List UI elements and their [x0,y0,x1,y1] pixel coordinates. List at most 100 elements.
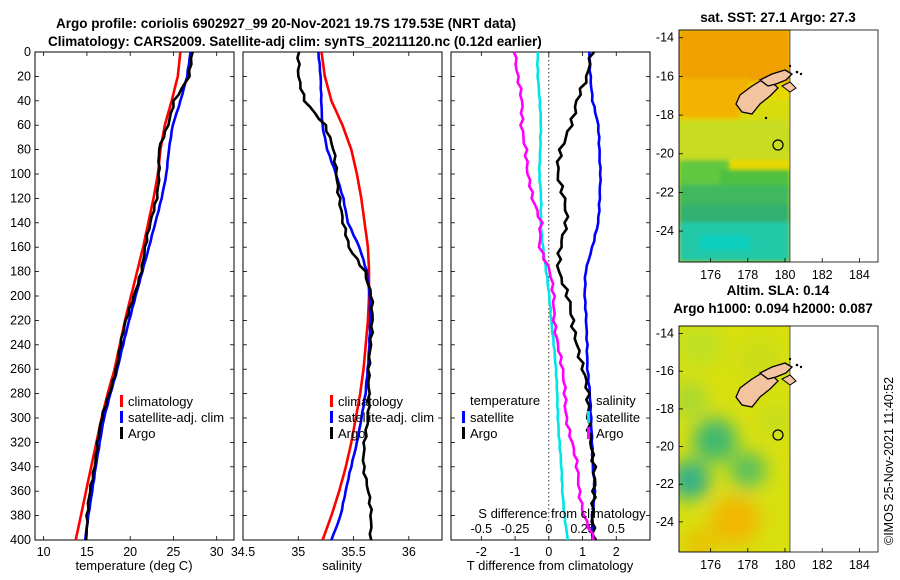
y-tick-label: 280 [10,387,31,401]
legend-swatch-satellite-s [587,411,590,423]
legend-climatology: climatology [338,394,404,409]
legend-swatch-climatology [330,395,333,407]
x-tick-label: 10 [37,545,51,559]
map-lat-label: -14 [656,31,674,45]
y-tick-label: 180 [10,265,31,279]
map-lat-label: -24 [656,224,674,238]
map-lon-label: 178 [737,558,758,572]
salinity-legend: climatology satellite-adj. clim Argo [330,394,434,441]
sla-field [679,326,790,552]
salinity-xlabel: salinity [322,558,362,573]
map-lon-label: 180 [775,268,796,282]
sst-field [679,30,790,262]
y-tick-label: 360 [10,484,31,498]
map-lon-label: 182 [812,268,833,282]
y-tick-label: 240 [10,338,31,352]
x-tick-label: 34.5 [231,545,255,559]
y-tick-label: 60 [17,118,31,132]
legend-swatch-satellite [462,411,465,423]
map-lat-label: -16 [656,69,674,83]
x-tick-label: 30 [210,545,224,559]
main-title-line2: Climatology: CARS2009. Satellite-adj cli… [48,34,542,49]
y-tick-label: 140 [10,216,31,230]
legend-argo: Argo [128,426,155,441]
salinity-axes-box [242,51,443,541]
map-axes-box [678,29,879,263]
legend-satellite: satellite-adj. clim [338,410,434,425]
t-difference-xlabel: T difference from climatology [467,558,634,573]
legend-satellite-s: satellite [596,410,640,425]
argo-position-marker [772,139,784,151]
map-axes-box [678,325,879,553]
y-tick-label: 40 [17,94,31,108]
legend-swatch-argo-s [587,427,590,439]
x-tick-label: 35 [291,545,305,559]
sla-map-title-line1: Altim. SLA: 0.14 [727,283,830,298]
map-lat-label: -20 [656,440,674,454]
y-tick-label: 340 [10,460,31,474]
y-tick-label: 80 [17,143,31,157]
map-lat-label: -18 [656,402,674,416]
s-difference-xlabel: S difference from climatology [478,506,646,521]
argo-position-marker [772,429,784,441]
series-line-t-argo [555,51,598,541]
difference-panel: -2 -1 0 1 2-0.5 -0.25 0 0.25 0.5 temperature sat… [450,51,651,573]
x2-tick-label: 0.5 [608,522,625,536]
series-line-s-argo [512,51,595,541]
legend-swatch-argo [462,427,465,439]
x-tick-label: 35.5 [341,545,365,559]
map-lon-label: 176 [700,268,721,282]
y-tick-label: 200 [10,289,31,303]
sla-map: Altim. SLA: 0.14 Argo h1000: 0.094 h2000… [656,283,879,572]
map-lon-label: 184 [849,558,870,572]
x-tick-label: 15 [80,545,94,559]
y-tick-label: 120 [10,191,31,205]
sst-map: sat. SST: 27.1 Argo: 27.3 [656,10,879,282]
legend-argo: Argo [470,426,497,441]
map-lon-label: 178 [737,268,758,282]
series-line-argo [84,51,194,541]
map-lat-label: -22 [656,185,674,199]
main-title-line1: Argo profile: coriolis 6902927_99 20-Nov… [56,16,516,31]
sst-map-title: sat. SST: 27.1 Argo: 27.3 [700,10,856,25]
y-tick-label: 260 [10,362,31,376]
temperature-xlabel: temperature (deg C) [75,558,192,573]
fiji-islands [735,64,803,120]
y-tick-label: 300 [10,411,31,425]
legend-satellite: satellite [470,410,514,425]
y-tick-label: 400 [10,533,31,547]
map-lat-label: -24 [656,515,674,529]
map-lat-label: -20 [656,147,674,161]
map-lon-label: 184 [849,268,870,282]
legend-swatch-argo [330,427,333,439]
x2-tick-label: -0.25 [501,522,530,536]
temperature-panel: 0 20 40 60 80 100 120 140 160 180 200 220 240 260 280 3… [10,45,235,573]
map-lon-label: 176 [700,558,721,572]
legend-swatch-satellite [120,411,123,423]
legend-swatch-climatology [120,395,123,407]
x-tick-label: 0 [545,545,552,559]
y-tick-label: 160 [10,240,31,254]
x-tick-label: 25 [166,545,180,559]
map-lon-label: 182 [812,558,833,572]
x2-tick-label: -0.5 [471,522,493,536]
y-tick-label: 380 [10,509,31,523]
series-line-argo [296,51,375,541]
x-tick-label: 2 [613,545,620,559]
map-lat-label: -16 [656,364,674,378]
legend-argo: Argo [338,426,365,441]
y-tick-label: 100 [10,167,31,181]
y-tick-label: 20 [17,69,31,83]
map-lon-label: 180 [775,558,796,572]
timestamp-stamp: ©IMOS 25-Nov-2021 11:40:52 [882,377,896,545]
difference-legend-right: salinity satellite Argo [587,393,640,441]
legend-satellite: satellite-adj. clim [128,410,224,425]
salinity-panel: 34.5 35 35.5 36 climatology satellite-adj. … [231,51,443,573]
map-lat-label: -14 [656,327,674,341]
series-line-s-satellite [535,51,569,541]
legend-argo-s: Argo [596,426,623,441]
legend-temperature-heading: temperature [470,393,540,408]
y-tick-label: 220 [10,313,31,327]
x-tick-label: -1 [510,545,521,559]
